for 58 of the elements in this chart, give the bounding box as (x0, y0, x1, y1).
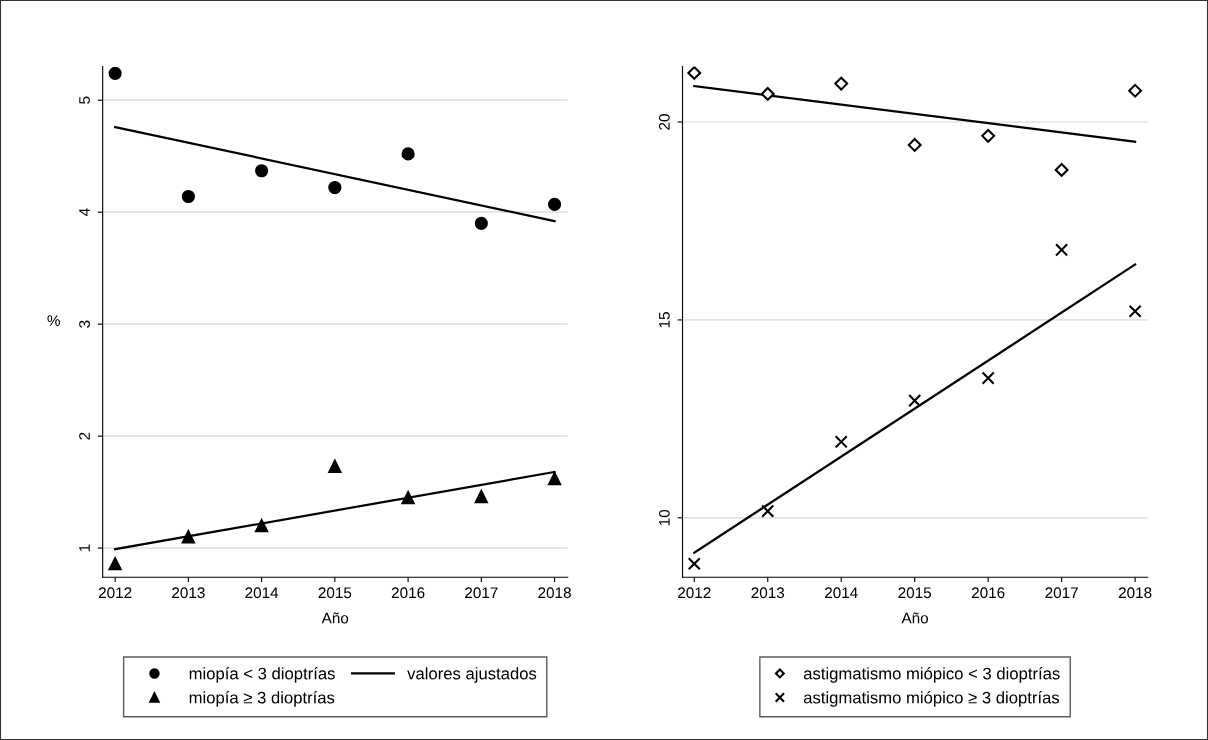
x-tick-label: 2017 (465, 587, 498, 599)
point (687, 557, 701, 571)
x-tick-label: 2018 (538, 587, 571, 599)
point (834, 76, 849, 91)
y-tick-label: 10 (658, 509, 670, 526)
y-tick-label: 1 (79, 544, 90, 552)
point (401, 147, 415, 161)
y-tick-label: 15 (659, 312, 670, 328)
x-tick-label: 2013 (172, 587, 205, 599)
x-tick-label: 2017 (1045, 587, 1078, 599)
legend-label: astigmatismo miópico ≥ 3 dioptrías (803, 691, 1060, 707)
point (547, 197, 562, 211)
legend-label: valores ajustados (407, 667, 537, 683)
point (907, 138, 922, 152)
y-tick-label: 20 (658, 114, 670, 130)
point (834, 435, 848, 449)
x-axis-title: Año (321, 612, 349, 624)
legend-label: astigmatismo miópico < 3 dioptrías (803, 667, 1060, 683)
point (181, 530, 195, 544)
x-tick-label: 2016 (391, 587, 425, 599)
point (181, 189, 195, 204)
point (908, 394, 922, 408)
point (328, 180, 342, 195)
point (1054, 162, 1069, 177)
y-axis-title: % (47, 315, 60, 326)
x-axis-title: Año (901, 612, 929, 624)
y-tick-label: 2 (79, 432, 90, 440)
x-tick-label: 2014 (245, 587, 279, 599)
point (1128, 83, 1143, 98)
point (981, 128, 996, 143)
x-tick-label: 2013 (751, 587, 785, 599)
point (547, 472, 562, 486)
legend-label: miopía < 3 dioptrías (189, 667, 335, 683)
point (255, 164, 269, 178)
legend-label: miopía ≥ 3 dioptrías (189, 691, 335, 707)
x-tick-label: 2012 (98, 587, 132, 599)
point (761, 504, 775, 518)
x-tick-label: 2018 (1118, 587, 1152, 599)
point (401, 491, 415, 505)
point (760, 86, 775, 101)
x-tick-label: 2012 (678, 587, 711, 599)
point (981, 371, 995, 385)
point (474, 489, 488, 504)
point (1128, 304, 1142, 318)
point (328, 459, 342, 473)
x-tick-label: 2014 (825, 587, 858, 599)
x-tick-label: 2015 (898, 587, 932, 599)
point (108, 66, 122, 80)
y-tick-label: 5 (79, 96, 90, 104)
x-tick-label: 2016 (971, 587, 1005, 599)
point (255, 519, 269, 533)
y-tick-label: 3 (79, 320, 90, 328)
y-tick-label: 4 (79, 208, 90, 217)
point (474, 216, 488, 230)
x-tick-label: 2015 (318, 587, 352, 599)
point (687, 66, 702, 80)
point (108, 557, 122, 571)
point (1055, 243, 1069, 257)
